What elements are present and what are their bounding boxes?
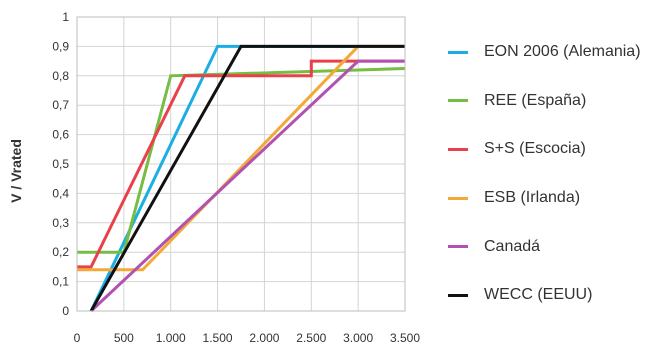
x-tick-label: 1.500 <box>203 331 233 345</box>
legend-swatch <box>448 50 468 54</box>
x-tick-label: 3.500 <box>390 331 420 345</box>
y-tick-label: 0,1 <box>52 275 69 289</box>
legend-swatch <box>448 196 468 200</box>
legend-swatch <box>448 293 468 297</box>
legend-label: EON 2006 (Alemania) <box>484 43 641 61</box>
legend: EON 2006 (Alemania) REE (España) S+S (Esco… <box>448 28 668 320</box>
y-axis-ticks: 0 0,1 0,2 0,3 0,4 0,5 0,6 0,7 0,8 0,9 1 <box>52 10 69 318</box>
y-tick-label: 1 <box>62 10 69 24</box>
legend-label: ESB (Irlanda) <box>484 189 581 207</box>
legend-swatch <box>448 99 468 103</box>
y-tick-label: 0,9 <box>52 39 69 53</box>
series-line-ree-espa-a <box>77 67 406 254</box>
legend-item: S+S (Escocia) <box>448 125 668 174</box>
legend-swatch <box>448 147 468 151</box>
y-tick-label: 0,7 <box>52 98 69 112</box>
x-tick-label: 1.000 <box>156 331 186 345</box>
series-line-canad <box>90 59 405 313</box>
legend-label: S+S (Escocia) <box>484 140 586 158</box>
legend-label: WECC (EEUU) <box>484 286 593 304</box>
legend-item: ESB (Irlanda) <box>448 174 668 223</box>
y-axis-label: V / Vrated <box>8 139 24 203</box>
y-tick-label: 0,8 <box>52 69 69 83</box>
x-tick-label: 2.500 <box>296 331 326 345</box>
legend-item: WECC (EEUU) <box>448 271 668 320</box>
legend-item: Canadá <box>448 222 668 271</box>
x-tick-label: 0 <box>74 331 81 345</box>
axis-frame <box>76 16 406 312</box>
legend-item: REE (España) <box>448 77 668 126</box>
plot-border <box>76 16 406 312</box>
y-tick-label: 0,3 <box>52 216 69 230</box>
series-line-wecc-eeuu <box>89 44 405 312</box>
x-axis-ticks: 0 500 1.000 1.500 2.000 2.500 3.000 3.500 <box>74 331 421 345</box>
x-tick-label: 500 <box>114 331 134 345</box>
y-tick-label: 0,2 <box>52 245 69 259</box>
y-tick-label: 0,5 <box>52 157 69 171</box>
legend-swatch <box>448 245 468 249</box>
legend-label: Canadá <box>484 237 541 255</box>
series-layer <box>77 44 406 313</box>
x-tick-label: 2.000 <box>249 331 279 345</box>
legend-item: EON 2006 (Alemania) <box>448 28 668 77</box>
y-tick-label: 0,6 <box>52 128 69 142</box>
y-tick-label: 0,4 <box>52 186 69 200</box>
series-line-s-s-escocia <box>77 59 405 269</box>
x-tick-label: 3.000 <box>343 331 373 345</box>
legend-label: REE (España) <box>484 91 587 109</box>
y-tick-label: 0 <box>62 304 69 318</box>
